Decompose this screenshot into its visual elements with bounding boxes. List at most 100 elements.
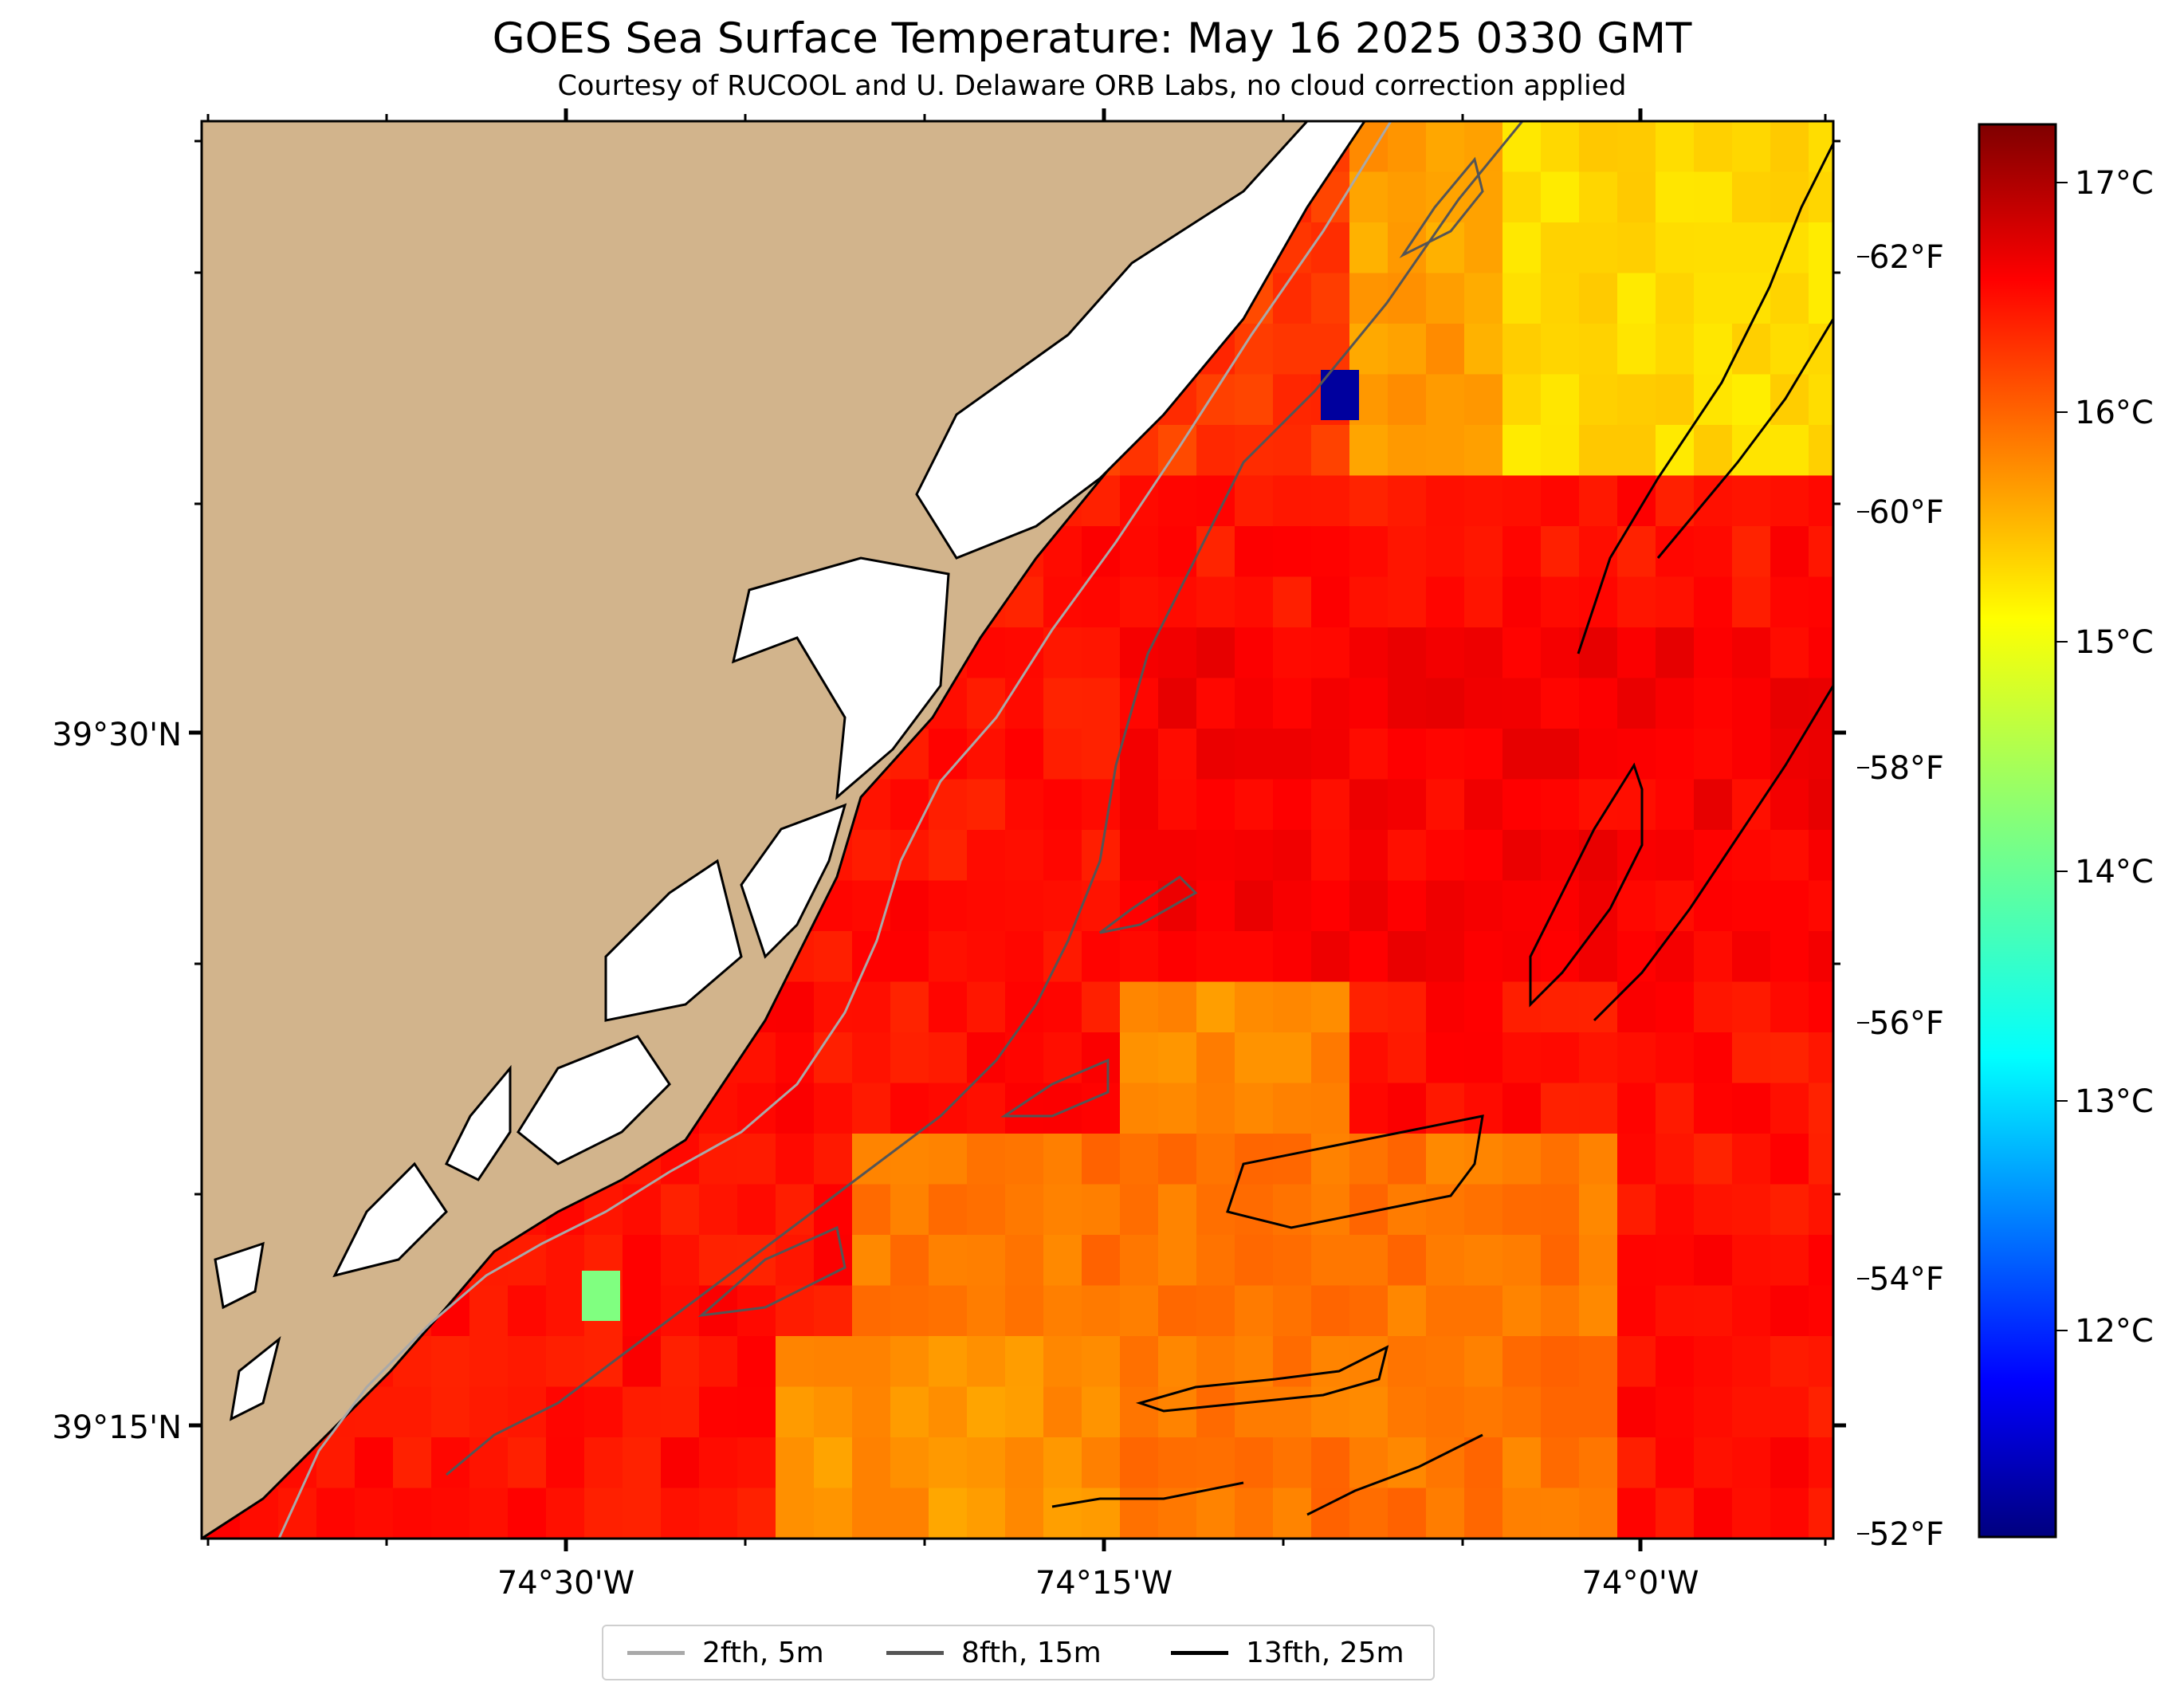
sst-cell [1502, 576, 1542, 628]
sst-cell [1388, 1488, 1427, 1539]
sst-cell [1273, 1083, 1312, 1134]
sst-cell [776, 981, 815, 1033]
sst-cell [1349, 222, 1389, 274]
sst-cell [1732, 425, 1771, 477]
sst-cell [1005, 981, 1044, 1033]
sst-cell [1502, 1032, 1542, 1084]
sst-cell [1235, 1437, 1274, 1489]
sst-cell [1809, 1336, 1833, 1388]
sst-cell [1541, 526, 1580, 578]
sst-cell [1349, 931, 1389, 983]
sst-cell [1617, 526, 1656, 578]
sst-cell [1388, 678, 1427, 729]
sst-cell [1541, 1386, 1580, 1438]
sst-cell [1732, 1134, 1771, 1185]
sst-cell [1732, 1032, 1771, 1084]
sst-cell [1694, 931, 1733, 983]
sst-cell [1502, 1184, 1542, 1236]
sst-cell [1426, 425, 1465, 477]
sst-cell [1426, 475, 1465, 527]
sst-cell [1235, 779, 1274, 831]
sst-cell [1809, 880, 1833, 932]
sst-cell [1120, 931, 1159, 983]
sst-cell [1464, 425, 1503, 477]
sst-cell [1770, 526, 1809, 578]
sst-cell [1235, 1184, 1274, 1236]
lon-label-74-30: 74°30'W [497, 1565, 634, 1602]
sst-cell [1502, 981, 1542, 1033]
c-label-12: 12°C [2075, 1313, 2154, 1350]
sst-cell [1502, 475, 1542, 527]
sst-cell [1770, 1083, 1809, 1134]
sst-cell [967, 1134, 1006, 1185]
sst-cell [1464, 931, 1503, 983]
sst-cell [1464, 273, 1503, 324]
sst-cell [1694, 1184, 1733, 1236]
sst-cell [1694, 1235, 1733, 1287]
sst-cell [1770, 678, 1809, 729]
sst-cell [1579, 222, 1618, 274]
sst-cell [967, 880, 1006, 932]
sst-cell [1273, 526, 1312, 578]
sst-cell [1464, 627, 1503, 679]
sst-cell [1311, 931, 1350, 983]
c-label-17: 17°C [2075, 165, 2154, 202]
sst-cell [1005, 1437, 1044, 1489]
sst-cell [1311, 425, 1350, 477]
sst-cell [1196, 1184, 1235, 1236]
sst-cell [1196, 830, 1235, 882]
sst-cell [929, 981, 968, 1033]
sst-cell [1809, 981, 1833, 1033]
sst-cell [1579, 1285, 1618, 1337]
sst-cell [1005, 1285, 1044, 1337]
sst-cell [1770, 830, 1809, 882]
sst-cell [1273, 1235, 1312, 1287]
sst-cell [1541, 627, 1580, 679]
sst-cell [1809, 374, 1833, 426]
sst-cell [1235, 1285, 1274, 1337]
sst-cell [1426, 526, 1465, 578]
sst-cell [1311, 1032, 1350, 1084]
sst-cell [1196, 526, 1235, 578]
sst-cell [1349, 880, 1389, 932]
sst-cell [1388, 1386, 1427, 1438]
sst-cell [852, 1285, 891, 1337]
sst-cell [1273, 1386, 1312, 1438]
sst-cell [1617, 1386, 1656, 1438]
sst-cell [1005, 678, 1044, 729]
sst-cell [1809, 729, 1833, 780]
sst-cell [1120, 576, 1159, 628]
sst-cell [1770, 324, 1809, 375]
sst-cell [929, 1488, 968, 1539]
sst-cell [1732, 222, 1771, 274]
sst-cell [1273, 273, 1312, 324]
lon-label-74-0: 74°0'W [1582, 1565, 1699, 1602]
sst-cell [1464, 1386, 1503, 1438]
sst-cell [1770, 627, 1809, 679]
sst-cell [469, 1488, 509, 1539]
sst-cell [355, 1437, 394, 1489]
sst-cell [1273, 1134, 1312, 1185]
sst-cell [1579, 1083, 1618, 1134]
sst-cell-anomaly [1321, 370, 1359, 420]
sst-cell [1388, 526, 1427, 578]
sst-cell [967, 931, 1006, 983]
sst-cell [1158, 1235, 1197, 1287]
sst-cell [1656, 222, 1695, 274]
sst-cell [1579, 1032, 1618, 1084]
sst-cell [661, 1184, 700, 1236]
sst-cell [1579, 374, 1618, 426]
sst-cell [546, 1235, 585, 1287]
sst-cell [1617, 324, 1656, 375]
sst-cell [1694, 576, 1733, 628]
c-label-15: 15°C [2075, 624, 2154, 661]
sst-cell [1349, 779, 1389, 831]
sst-cell [1732, 830, 1771, 882]
sst-cell [814, 1134, 853, 1185]
sst-cell [1809, 1285, 1833, 1337]
sst-cell [967, 981, 1006, 1033]
sst-cell [737, 1083, 776, 1134]
sst-cell [1502, 830, 1542, 882]
sst-cell [1311, 729, 1350, 780]
sst-cell [1349, 1235, 1389, 1287]
